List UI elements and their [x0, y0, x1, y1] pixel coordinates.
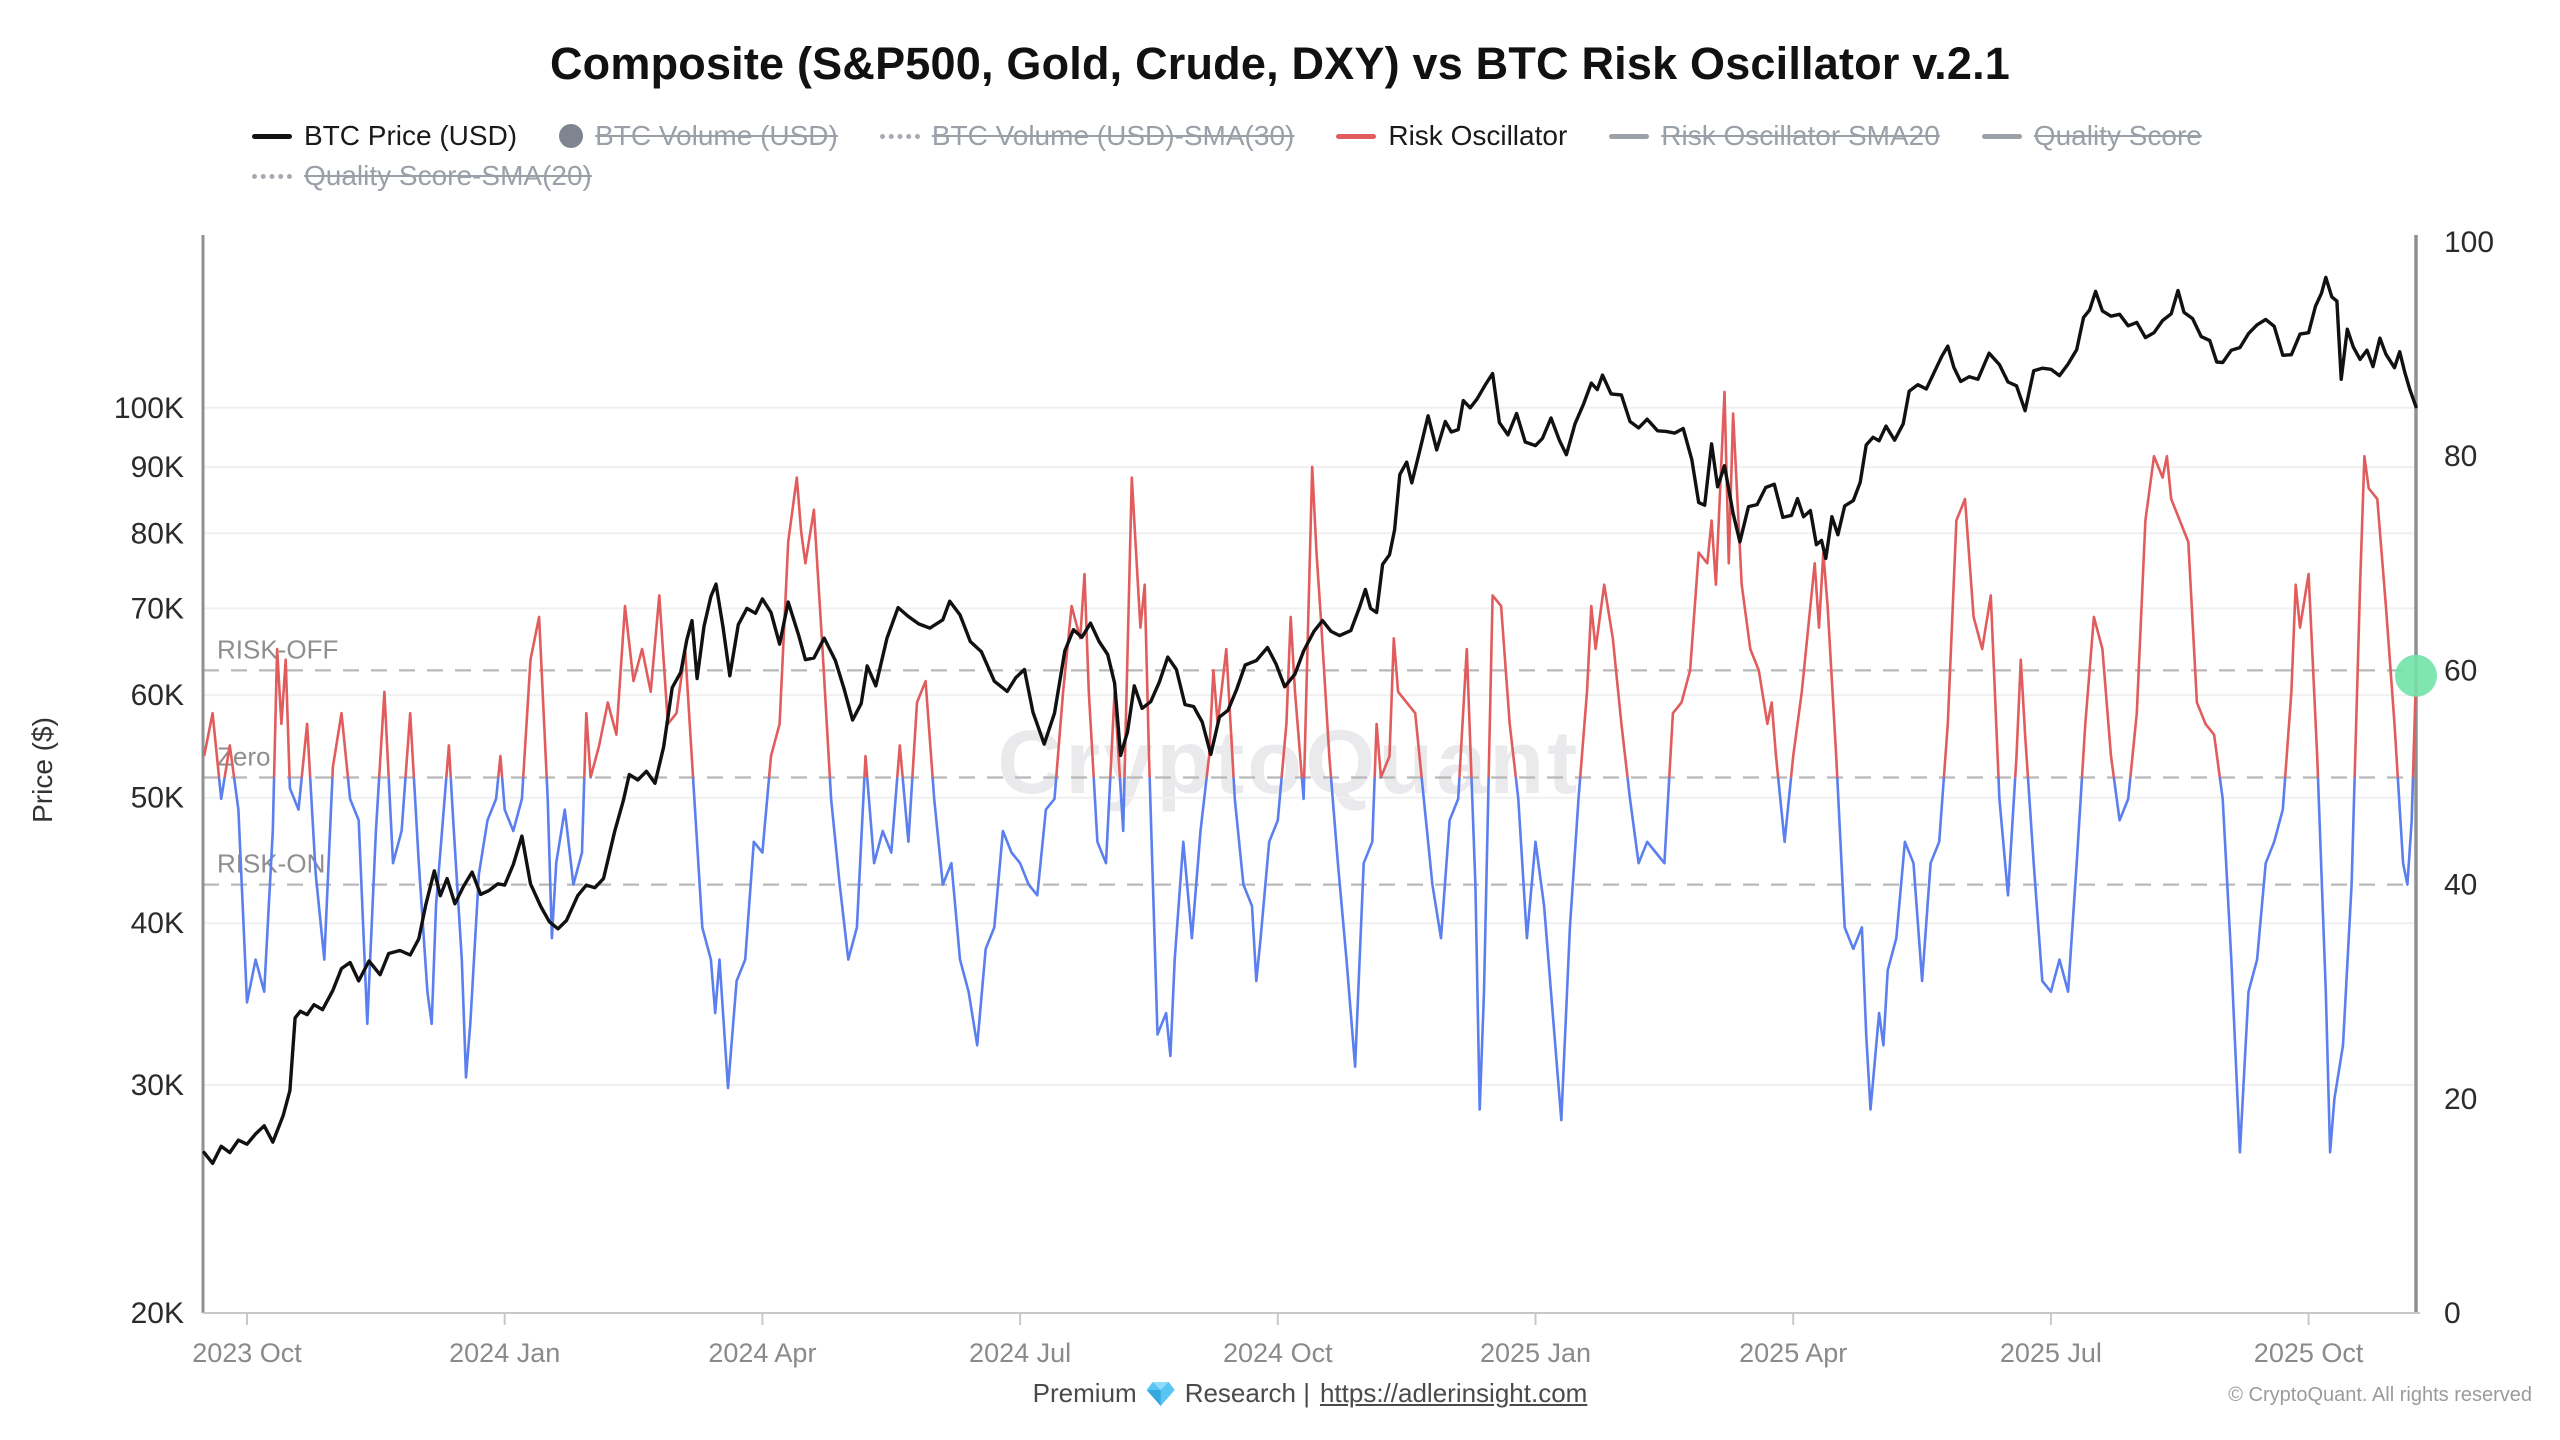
circle-swatch-icon — [559, 124, 584, 148]
legend-item-btc-volume-usd-sma-30[interactable]: BTC Volume (USD)-SMA(30) — [879, 120, 1295, 151]
y-right-tick-label: 80 — [2444, 440, 2477, 473]
legend-item-btc-volume-usd[interactable]: BTC Volume (USD) — [559, 122, 838, 150]
legend-item-risk-oscillator-sma20[interactable]: Risk Oscillator SMA20 — [1609, 122, 1940, 150]
legend-item-label: Risk Oscillator SMA20 — [1661, 120, 1940, 151]
x-tick-label: 2024 Jan — [449, 1338, 560, 1368]
y-right-tick-label: 0 — [2444, 1297, 2461, 1330]
y-right-tick-label: 40 — [2444, 869, 2477, 902]
x-tick-label: 2025 Jan — [1480, 1338, 1591, 1368]
y-left-axis-title: Price ($) — [27, 717, 58, 823]
legend-item-quality-score-sma-20[interactable]: Quality Score-SMA(20) — [252, 162, 592, 190]
x-tick-label: 2023 Oct — [192, 1338, 302, 1368]
x-tick-label: 2025 Apr — [1739, 1338, 1847, 1368]
dotted-swatch-icon — [879, 133, 920, 139]
legend: BTC Price (USD) BTC Volume (USD) BTC Volum… — [252, 116, 2412, 196]
y-left-tick-label: 70K — [131, 592, 184, 625]
legend-item-label: Quality Score — [2033, 120, 2202, 151]
y-left-tick-label: 40K — [131, 907, 184, 940]
y-left-tick-label: 50K — [131, 782, 184, 815]
btc-price-line — [202, 275, 2418, 1165]
y-left-tick-label: 80K — [131, 517, 184, 550]
legend-row-1: BTC Price (USD) BTC Volume (USD) BTC Volum… — [252, 116, 2412, 156]
diamond-icon — [1146, 1381, 1175, 1407]
x-tick-label: 2024 Oct — [1223, 1338, 1333, 1368]
adlerinsight-link[interactable]: https://adlerinsight.com — [1319, 1378, 1588, 1408]
line-swatch-icon — [1981, 133, 2022, 139]
y-left-tick-label: 20K — [131, 1297, 184, 1330]
legend-item-quality-score[interactable]: Quality Score — [1981, 120, 2202, 151]
legend-item-risk-oscillator[interactable]: Risk Oscillator — [1336, 122, 1567, 150]
current-value-marker — [2395, 654, 2437, 697]
legend-item-label: Risk Oscillator — [1388, 120, 1568, 151]
y-left-tick-label: 90K — [131, 451, 184, 484]
premium-label: Premium — [1032, 1378, 1137, 1408]
chart-title: Composite (S&P500, Gold, Crude, DXY) vs … — [549, 38, 2011, 89]
risk-oscillator-line-below-zero — [217, 777, 2415, 1154]
y-left-tick-label: 30K — [131, 1069, 184, 1102]
dotted-swatch-icon — [252, 173, 292, 179]
x-tick-label: 2024 Apr — [708, 1338, 816, 1368]
legend-item-label: BTC Volume (USD)-SMA(30) — [931, 120, 1295, 151]
risk-oscillator-line-above-zero — [202, 390, 2418, 778]
copyright-notice: © CryptoQuant. All rights reserved — [2228, 1384, 2532, 1406]
y-right-tick-label: 60 — [2444, 654, 2477, 687]
legend-item-label: Quality Score-SMA(20) — [304, 160, 592, 191]
footer-premium-research: Premium Research | https://adlerinsight.… — [1033, 1378, 1588, 1409]
legend-row-2: Quality Score-SMA(20) — [252, 156, 2412, 196]
line-swatch-icon — [1336, 133, 1377, 139]
line-swatch-icon — [252, 133, 292, 139]
y-left-tick-label: 60K — [131, 679, 184, 712]
research-label: Research | — [1184, 1378, 1310, 1408]
x-tick-label: 2025 Jul — [2000, 1338, 2102, 1368]
y-right-tick-label: 20 — [2444, 1083, 2477, 1116]
legend-item-label: BTC Volume (USD) — [595, 120, 838, 151]
legend-item-btc-price-usd[interactable]: BTC Price (USD) — [252, 122, 517, 150]
x-tick-label: 2024 Jul — [969, 1338, 1071, 1368]
legend-item-label: BTC Price (USD) — [304, 120, 518, 151]
y-left-tick-label: 100K — [114, 392, 184, 425]
y-right-tick-label: 100 — [2444, 226, 2494, 259]
x-tick-label: 2025 Oct — [2254, 1338, 2364, 1368]
line-swatch-icon — [1609, 133, 1650, 139]
